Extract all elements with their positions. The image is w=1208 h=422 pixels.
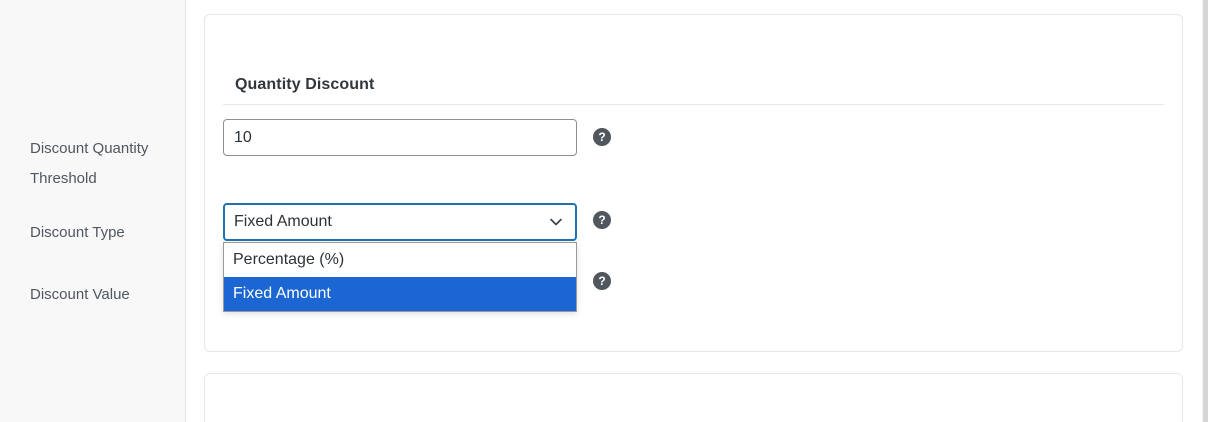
help-icon-threshold[interactable]: ? bbox=[593, 128, 611, 146]
question-mark-glyph: ? bbox=[598, 213, 606, 227]
discount-type-select[interactable]: Fixed Amount bbox=[223, 203, 577, 241]
help-icon-discount-value[interactable]: ? bbox=[593, 272, 611, 290]
discount-type-selected-value: Fixed Amount bbox=[234, 213, 332, 230]
dropdown-option-percentage[interactable]: Percentage (%) bbox=[233, 251, 345, 268]
next-section-card bbox=[204, 373, 1183, 422]
left-sidebar bbox=[0, 0, 186, 422]
help-icon-discount-type[interactable]: ? bbox=[593, 211, 611, 229]
discount-quantity-threshold-input[interactable] bbox=[223, 119, 577, 156]
section-divider bbox=[223, 104, 1164, 105]
section-title: Quantity Discount bbox=[235, 76, 375, 93]
discount-quantity-threshold-label: Discount Quantity Threshold bbox=[30, 140, 149, 187]
discount-value-label: Discount Value bbox=[30, 286, 130, 303]
scrollbar-track[interactable] bbox=[1202, 0, 1208, 422]
dropdown-option-fixed-amount[interactable]: Fixed Amount bbox=[224, 277, 576, 311]
question-mark-glyph: ? bbox=[598, 274, 606, 288]
discount-type-dropdown: Percentage (%) Fixed Amount bbox=[223, 242, 577, 312]
scrollbar-thumb[interactable] bbox=[1203, 0, 1208, 422]
question-mark-glyph: ? bbox=[598, 130, 606, 144]
chevron-down-icon bbox=[548, 214, 564, 230]
discount-type-label: Discount Type bbox=[30, 224, 125, 241]
